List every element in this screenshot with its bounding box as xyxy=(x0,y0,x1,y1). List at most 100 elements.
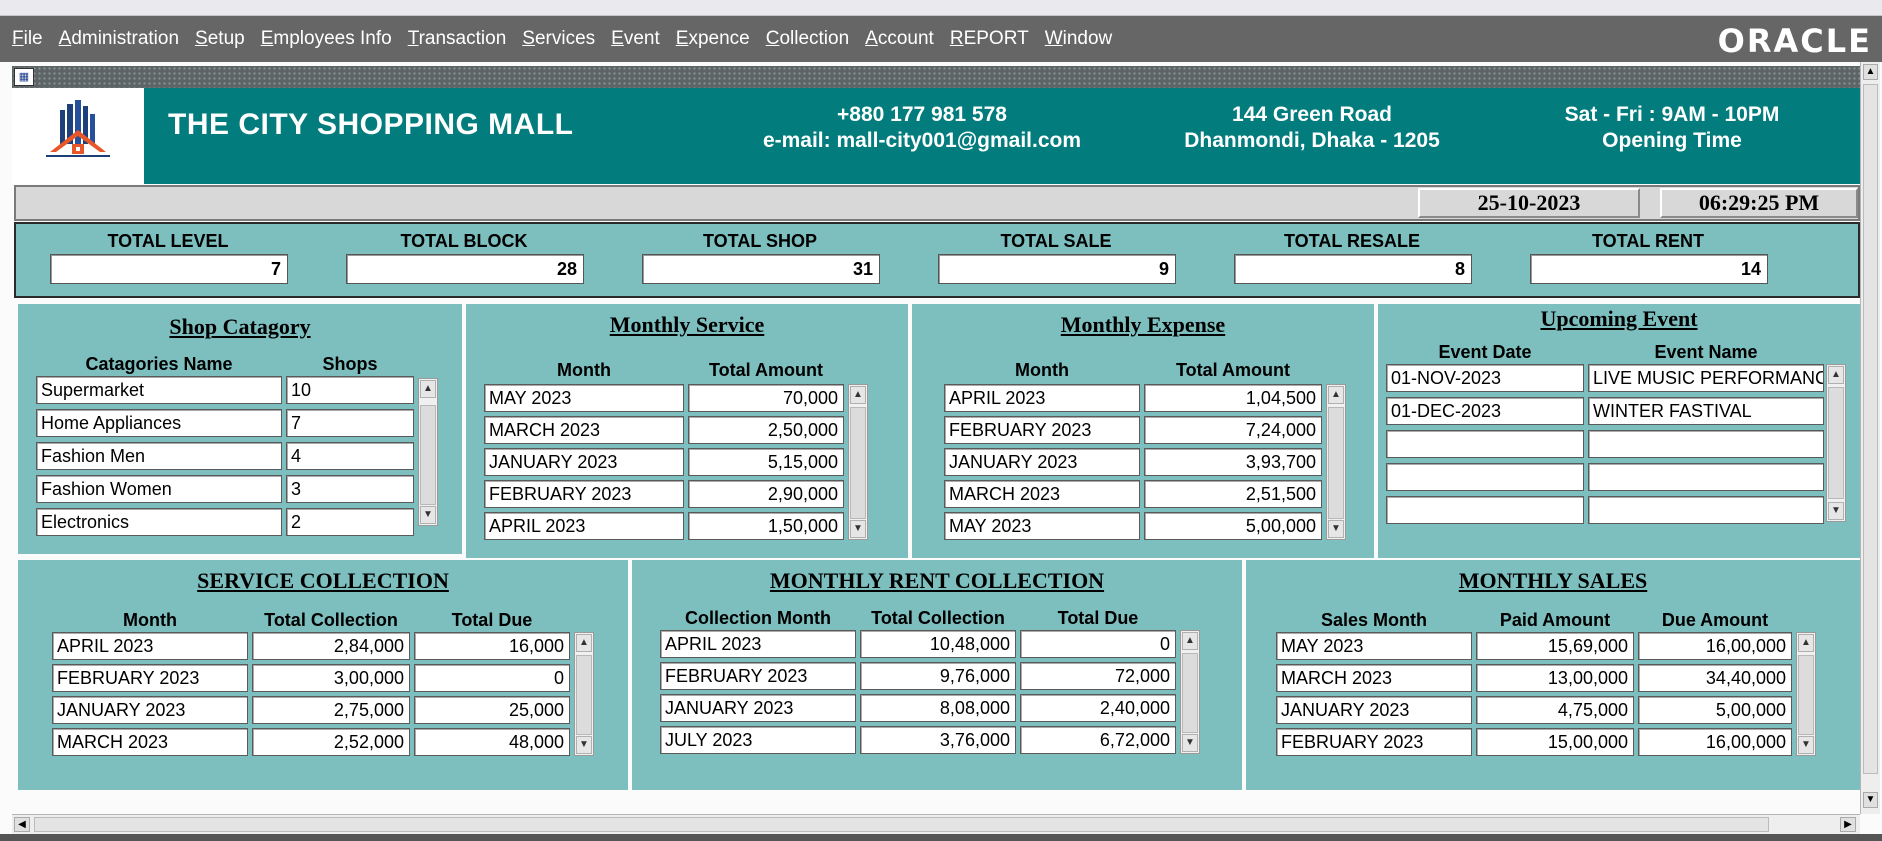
monthly-sales-cell[interactable]: 13,00,000 xyxy=(1476,664,1634,692)
monthly-sales-cell[interactable]: 15,00,000 xyxy=(1476,728,1634,756)
menu-item-report[interactable]: REPORT xyxy=(950,28,1029,50)
monthly-service-cell[interactable]: APRIL 2023 xyxy=(484,512,684,540)
scroll-down-arrow-icon[interactable]: ▼ xyxy=(576,736,592,754)
monthly-expense-cell[interactable]: APRIL 2023 xyxy=(944,384,1140,412)
upcoming-event-cell[interactable] xyxy=(1588,496,1824,524)
menu-item-employees-info[interactable]: Employees Info xyxy=(261,28,392,50)
current-date-field[interactable]: 25-10-2023 xyxy=(1418,188,1640,218)
monthly-sales-cell[interactable]: JANUARY 2023 xyxy=(1276,696,1472,724)
menu-item-event[interactable]: Event xyxy=(611,28,660,50)
upcoming-event-cell[interactable]: 01-DEC-2023 xyxy=(1386,397,1584,425)
monthly-sales-cell[interactable]: 34,40,000 xyxy=(1638,664,1792,692)
scroll-thumb[interactable] xyxy=(576,655,592,735)
shop-category-cell[interactable]: 7 xyxy=(286,409,414,437)
menu-item-window[interactable]: Window xyxy=(1045,28,1113,50)
scroll-up-arrow-icon[interactable]: ▲ xyxy=(1863,64,1878,80)
menu-item-collection[interactable]: Collection xyxy=(766,28,849,50)
monthly-rent-cell[interactable]: 72,000 xyxy=(1020,662,1176,690)
upcoming-event-cell[interactable]: LIVE MUSIC PERFORMANCE xyxy=(1588,364,1824,392)
monthly-service-cell[interactable]: MARCH 2023 xyxy=(484,416,684,444)
monthly-expense-scrollbar[interactable]: ▲ ▼ xyxy=(1326,384,1346,540)
monthly-service-cell[interactable]: 70,000 xyxy=(688,384,844,412)
service-collection-cell[interactable]: 25,000 xyxy=(414,696,570,724)
total-sale-field[interactable]: 9 xyxy=(938,254,1176,284)
monthly-expense-cell[interactable]: JANUARY 2023 xyxy=(944,448,1140,476)
monthly-expense-cell[interactable]: 2,51,500 xyxy=(1144,480,1322,508)
menu-item-expence[interactable]: Expence xyxy=(676,28,750,50)
upcoming-event-cell[interactable] xyxy=(1588,430,1824,458)
monthly-service-cell[interactable]: 1,50,000 xyxy=(688,512,844,540)
service-collection-cell[interactable]: 16,000 xyxy=(414,632,570,660)
scroll-up-arrow-icon[interactable]: ▲ xyxy=(850,386,866,404)
service-collection-cell[interactable]: 48,000 xyxy=(414,728,570,756)
service-collection-cell[interactable]: 2,52,000 xyxy=(252,728,410,756)
monthly-expense-cell[interactable]: MARCH 2023 xyxy=(944,480,1140,508)
scroll-right-arrow-icon[interactable]: ▶ xyxy=(1840,817,1856,832)
scroll-thumb[interactable] xyxy=(420,405,436,505)
monthly-expense-cell[interactable]: 5,00,000 xyxy=(1144,512,1322,540)
upcoming-event-scrollbar[interactable]: ▲ ▼ xyxy=(1826,364,1846,522)
upcoming-event-cell[interactable] xyxy=(1386,463,1584,491)
upcoming-event-cell[interactable]: WINTER FASTIVAL xyxy=(1588,397,1824,425)
service-collection-cell[interactable]: APRIL 2023 xyxy=(52,632,248,660)
menu-item-setup[interactable]: Setup xyxy=(195,28,245,50)
total-rent-field[interactable]: 14 xyxy=(1530,254,1768,284)
monthly-rent-cell[interactable]: 2,40,000 xyxy=(1020,694,1176,722)
monthly-rent-cell[interactable]: JULY 2023 xyxy=(660,726,856,754)
monthly-rent-cell[interactable]: 3,76,000 xyxy=(860,726,1016,754)
service-collection-cell[interactable]: FEBRUARY 2023 xyxy=(52,664,248,692)
total-resale-field[interactable]: 8 xyxy=(1234,254,1472,284)
monthly-rent-cell[interactable]: 0 xyxy=(1020,630,1176,658)
monthly-rent-cell[interactable]: 9,76,000 xyxy=(860,662,1016,690)
menu-item-transaction[interactable]: Transaction xyxy=(408,28,507,50)
shop-category-cell[interactable]: Electronics xyxy=(36,508,282,536)
scroll-left-arrow-icon[interactable]: ◀ xyxy=(14,817,30,832)
monthly-sales-cell[interactable]: MARCH 2023 xyxy=(1276,664,1472,692)
service-collection-cell[interactable]: 2,75,000 xyxy=(252,696,410,724)
scroll-thumb[interactable] xyxy=(1328,407,1344,519)
monthly-expense-cell[interactable]: 3,93,700 xyxy=(1144,448,1322,476)
shop-category-cell[interactable]: 10 xyxy=(286,376,414,404)
window-vertical-scrollbar[interactable]: ▲ ▼ xyxy=(1860,62,1880,814)
scroll-down-arrow-icon[interactable]: ▼ xyxy=(1182,734,1198,752)
service-collection-cell[interactable]: JANUARY 2023 xyxy=(52,696,248,724)
service-collection-cell[interactable]: 3,00,000 xyxy=(252,664,410,692)
scroll-down-arrow-icon[interactable]: ▼ xyxy=(420,506,436,524)
shop-category-cell[interactable]: 3 xyxy=(286,475,414,503)
upcoming-event-cell[interactable] xyxy=(1588,463,1824,491)
menu-item-account[interactable]: Account xyxy=(865,28,934,50)
scroll-thumb[interactable] xyxy=(1182,653,1198,733)
shop-category-cell[interactable]: 2 xyxy=(286,508,414,536)
monthly-rent-cell[interactable]: APRIL 2023 xyxy=(660,630,856,658)
monthly-sales-cell[interactable]: 15,69,000 xyxy=(1476,632,1634,660)
monthly-service-cell[interactable]: FEBRUARY 2023 xyxy=(484,480,684,508)
monthly-rent-cell[interactable]: 6,72,000 xyxy=(1020,726,1176,754)
scroll-up-arrow-icon[interactable]: ▲ xyxy=(1798,634,1814,652)
shop-category-cell[interactable]: Fashion Women xyxy=(36,475,282,503)
monthly-service-cell[interactable]: 2,90,000 xyxy=(688,480,844,508)
monthly-sales-cell[interactable]: 16,00,000 xyxy=(1638,632,1792,660)
upcoming-event-cell[interactable] xyxy=(1386,430,1584,458)
monthly-sales-cell[interactable]: FEBRUARY 2023 xyxy=(1276,728,1472,756)
monthly-sales-cell[interactable]: 4,75,000 xyxy=(1476,696,1634,724)
monthly-sales-scrollbar[interactable]: ▲ ▼ xyxy=(1796,632,1816,756)
monthly-expense-cell[interactable]: FEBRUARY 2023 xyxy=(944,416,1140,444)
scroll-thumb[interactable] xyxy=(1798,655,1814,735)
monthly-sales-cell[interactable]: MAY 2023 xyxy=(1276,632,1472,660)
shop-category-cell[interactable]: Supermarket xyxy=(36,376,282,404)
total-shop-field[interactable]: 31 xyxy=(642,254,880,284)
monthly-rent-cell[interactable]: FEBRUARY 2023 xyxy=(660,662,856,690)
service-collection-cell[interactable]: MARCH 2023 xyxy=(52,728,248,756)
monthly-rent-cell[interactable]: 8,08,000 xyxy=(860,694,1016,722)
scroll-down-arrow-icon[interactable]: ▼ xyxy=(1828,502,1844,520)
shop-category-cell[interactable]: 4 xyxy=(286,442,414,470)
scroll-up-arrow-icon[interactable]: ▲ xyxy=(576,634,592,652)
scroll-up-arrow-icon[interactable]: ▲ xyxy=(1828,366,1844,384)
monthly-service-cell[interactable]: JANUARY 2023 xyxy=(484,448,684,476)
scroll-thumb[interactable] xyxy=(1828,387,1844,499)
total-level-field[interactable]: 7 xyxy=(50,254,288,284)
scroll-down-arrow-icon[interactable]: ▼ xyxy=(1328,520,1344,538)
monthly-sales-cell[interactable]: 16,00,000 xyxy=(1638,728,1792,756)
monthly-service-scrollbar[interactable]: ▲ ▼ xyxy=(848,384,868,540)
monthly-service-cell[interactable]: 2,50,000 xyxy=(688,416,844,444)
